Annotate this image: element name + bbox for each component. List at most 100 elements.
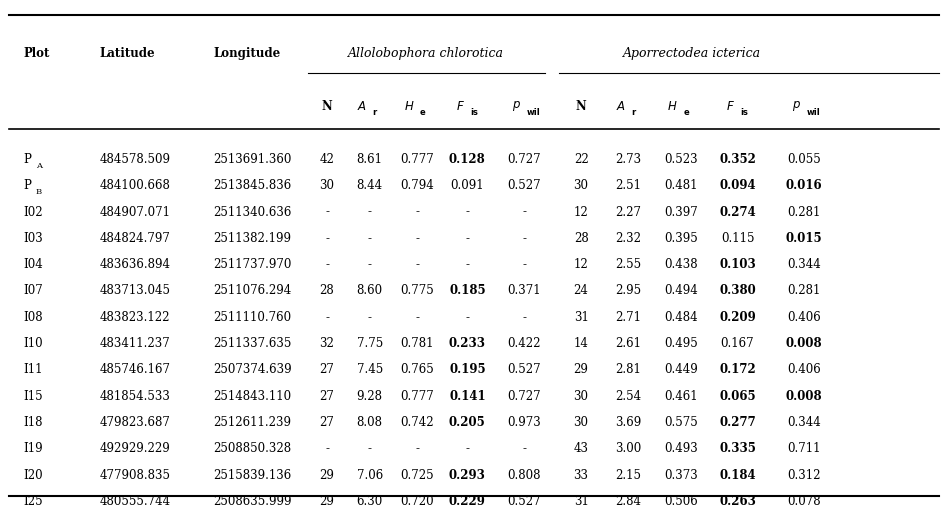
Text: I04: I04 xyxy=(24,258,44,271)
Text: 29: 29 xyxy=(319,469,335,482)
Text: 8.44: 8.44 xyxy=(356,179,383,192)
Text: 2511076.294: 2511076.294 xyxy=(213,285,292,297)
Text: 2.55: 2.55 xyxy=(615,258,642,271)
Text: 2.32: 2.32 xyxy=(615,232,642,245)
Text: 0.406: 0.406 xyxy=(787,311,821,324)
Text: 27: 27 xyxy=(319,416,335,429)
Text: -: - xyxy=(465,232,469,245)
Text: 483411.237: 483411.237 xyxy=(100,337,171,350)
Text: 0.205: 0.205 xyxy=(449,416,485,429)
Text: 0.209: 0.209 xyxy=(720,311,756,324)
Text: 0.973: 0.973 xyxy=(507,416,541,429)
Text: 12: 12 xyxy=(574,206,589,218)
Text: -: - xyxy=(522,258,526,271)
Text: Latitude: Latitude xyxy=(100,47,155,60)
Text: 7.75: 7.75 xyxy=(356,337,383,350)
Text: 2.71: 2.71 xyxy=(615,311,642,324)
Text: 43: 43 xyxy=(574,442,589,456)
Text: 0.277: 0.277 xyxy=(720,416,756,429)
Text: $\mathit{H}$: $\mathit{H}$ xyxy=(667,100,678,113)
Text: $\mathit{p}$: $\mathit{p}$ xyxy=(513,99,521,114)
Text: 0.395: 0.395 xyxy=(664,232,698,245)
Text: 30: 30 xyxy=(319,179,335,192)
Text: $\mathit{A}$: $\mathit{A}$ xyxy=(357,100,367,113)
Text: 7.06: 7.06 xyxy=(356,469,383,482)
Text: wil: wil xyxy=(807,108,821,118)
Text: 31: 31 xyxy=(574,311,589,324)
Text: 2511110.760: 2511110.760 xyxy=(213,311,291,324)
Text: 0.727: 0.727 xyxy=(507,390,541,403)
Text: 29: 29 xyxy=(574,363,589,377)
Text: 0.422: 0.422 xyxy=(507,337,541,350)
Text: 0.523: 0.523 xyxy=(664,153,698,166)
Text: -: - xyxy=(368,232,372,245)
Text: 0.373: 0.373 xyxy=(664,469,698,482)
Text: -: - xyxy=(415,311,419,324)
Text: $\mathit{A}$: $\mathit{A}$ xyxy=(616,100,626,113)
Text: Plot: Plot xyxy=(24,47,50,60)
Text: 9.28: 9.28 xyxy=(356,390,383,403)
Text: $\mathit{p}$: $\mathit{p}$ xyxy=(793,99,801,114)
Text: N: N xyxy=(321,100,333,113)
Text: I20: I20 xyxy=(24,469,44,482)
Text: 0.781: 0.781 xyxy=(400,337,434,350)
Text: 2.54: 2.54 xyxy=(615,390,642,403)
Text: 0.506: 0.506 xyxy=(664,495,698,508)
Text: -: - xyxy=(368,311,372,324)
Text: 0.527: 0.527 xyxy=(507,179,541,192)
Text: 8.61: 8.61 xyxy=(356,153,383,166)
Text: 0.195: 0.195 xyxy=(449,363,485,377)
Text: 31: 31 xyxy=(574,495,589,508)
Text: 12: 12 xyxy=(574,258,589,271)
Text: 0.233: 0.233 xyxy=(448,337,486,350)
Text: 2514843.110: 2514843.110 xyxy=(213,390,291,403)
Text: -: - xyxy=(368,442,372,456)
Text: 2508635.999: 2508635.999 xyxy=(213,495,292,508)
Text: 0.184: 0.184 xyxy=(720,469,756,482)
Text: 6.30: 6.30 xyxy=(356,495,383,508)
Text: 0.481: 0.481 xyxy=(664,179,698,192)
Text: 2512611.239: 2512611.239 xyxy=(213,416,291,429)
Text: 0.091: 0.091 xyxy=(450,179,484,192)
Text: I02: I02 xyxy=(24,206,44,218)
Text: -: - xyxy=(325,258,329,271)
Text: 2.15: 2.15 xyxy=(615,469,642,482)
Text: 483713.045: 483713.045 xyxy=(100,285,171,297)
Text: 27: 27 xyxy=(319,363,335,377)
Text: 0.742: 0.742 xyxy=(400,416,434,429)
Text: I08: I08 xyxy=(24,311,44,324)
Text: 0.575: 0.575 xyxy=(664,416,698,429)
Text: -: - xyxy=(465,442,469,456)
Text: 0.494: 0.494 xyxy=(664,285,698,297)
Text: 30: 30 xyxy=(574,390,589,403)
Text: 0.141: 0.141 xyxy=(449,390,485,403)
Text: -: - xyxy=(465,258,469,271)
Text: 0.281: 0.281 xyxy=(787,206,821,218)
Text: -: - xyxy=(325,442,329,456)
Text: 0.065: 0.065 xyxy=(720,390,756,403)
Text: 27: 27 xyxy=(319,390,335,403)
Text: $\mathit{F}$: $\mathit{F}$ xyxy=(456,100,465,113)
Text: 484907.071: 484907.071 xyxy=(100,206,171,218)
Text: P: P xyxy=(24,153,31,166)
Text: $\mathit{H}$: $\mathit{H}$ xyxy=(404,100,414,113)
Text: -: - xyxy=(415,442,419,456)
Text: 2.84: 2.84 xyxy=(615,495,642,508)
Text: -: - xyxy=(415,232,419,245)
Text: I10: I10 xyxy=(24,337,44,350)
Text: 479823.687: 479823.687 xyxy=(100,416,171,429)
Text: 22: 22 xyxy=(574,153,589,166)
Text: I07: I07 xyxy=(24,285,44,297)
Text: I19: I19 xyxy=(24,442,44,456)
Text: 3.69: 3.69 xyxy=(615,416,642,429)
Text: -: - xyxy=(522,442,526,456)
Text: 484824.797: 484824.797 xyxy=(100,232,171,245)
Text: 0.078: 0.078 xyxy=(787,495,821,508)
Text: 0.371: 0.371 xyxy=(507,285,541,297)
Text: 481854.533: 481854.533 xyxy=(100,390,171,403)
Text: 2.73: 2.73 xyxy=(615,153,642,166)
Text: 0.172: 0.172 xyxy=(720,363,756,377)
Text: 480555.744: 480555.744 xyxy=(100,495,171,508)
Text: -: - xyxy=(522,232,526,245)
Text: 30: 30 xyxy=(574,416,589,429)
